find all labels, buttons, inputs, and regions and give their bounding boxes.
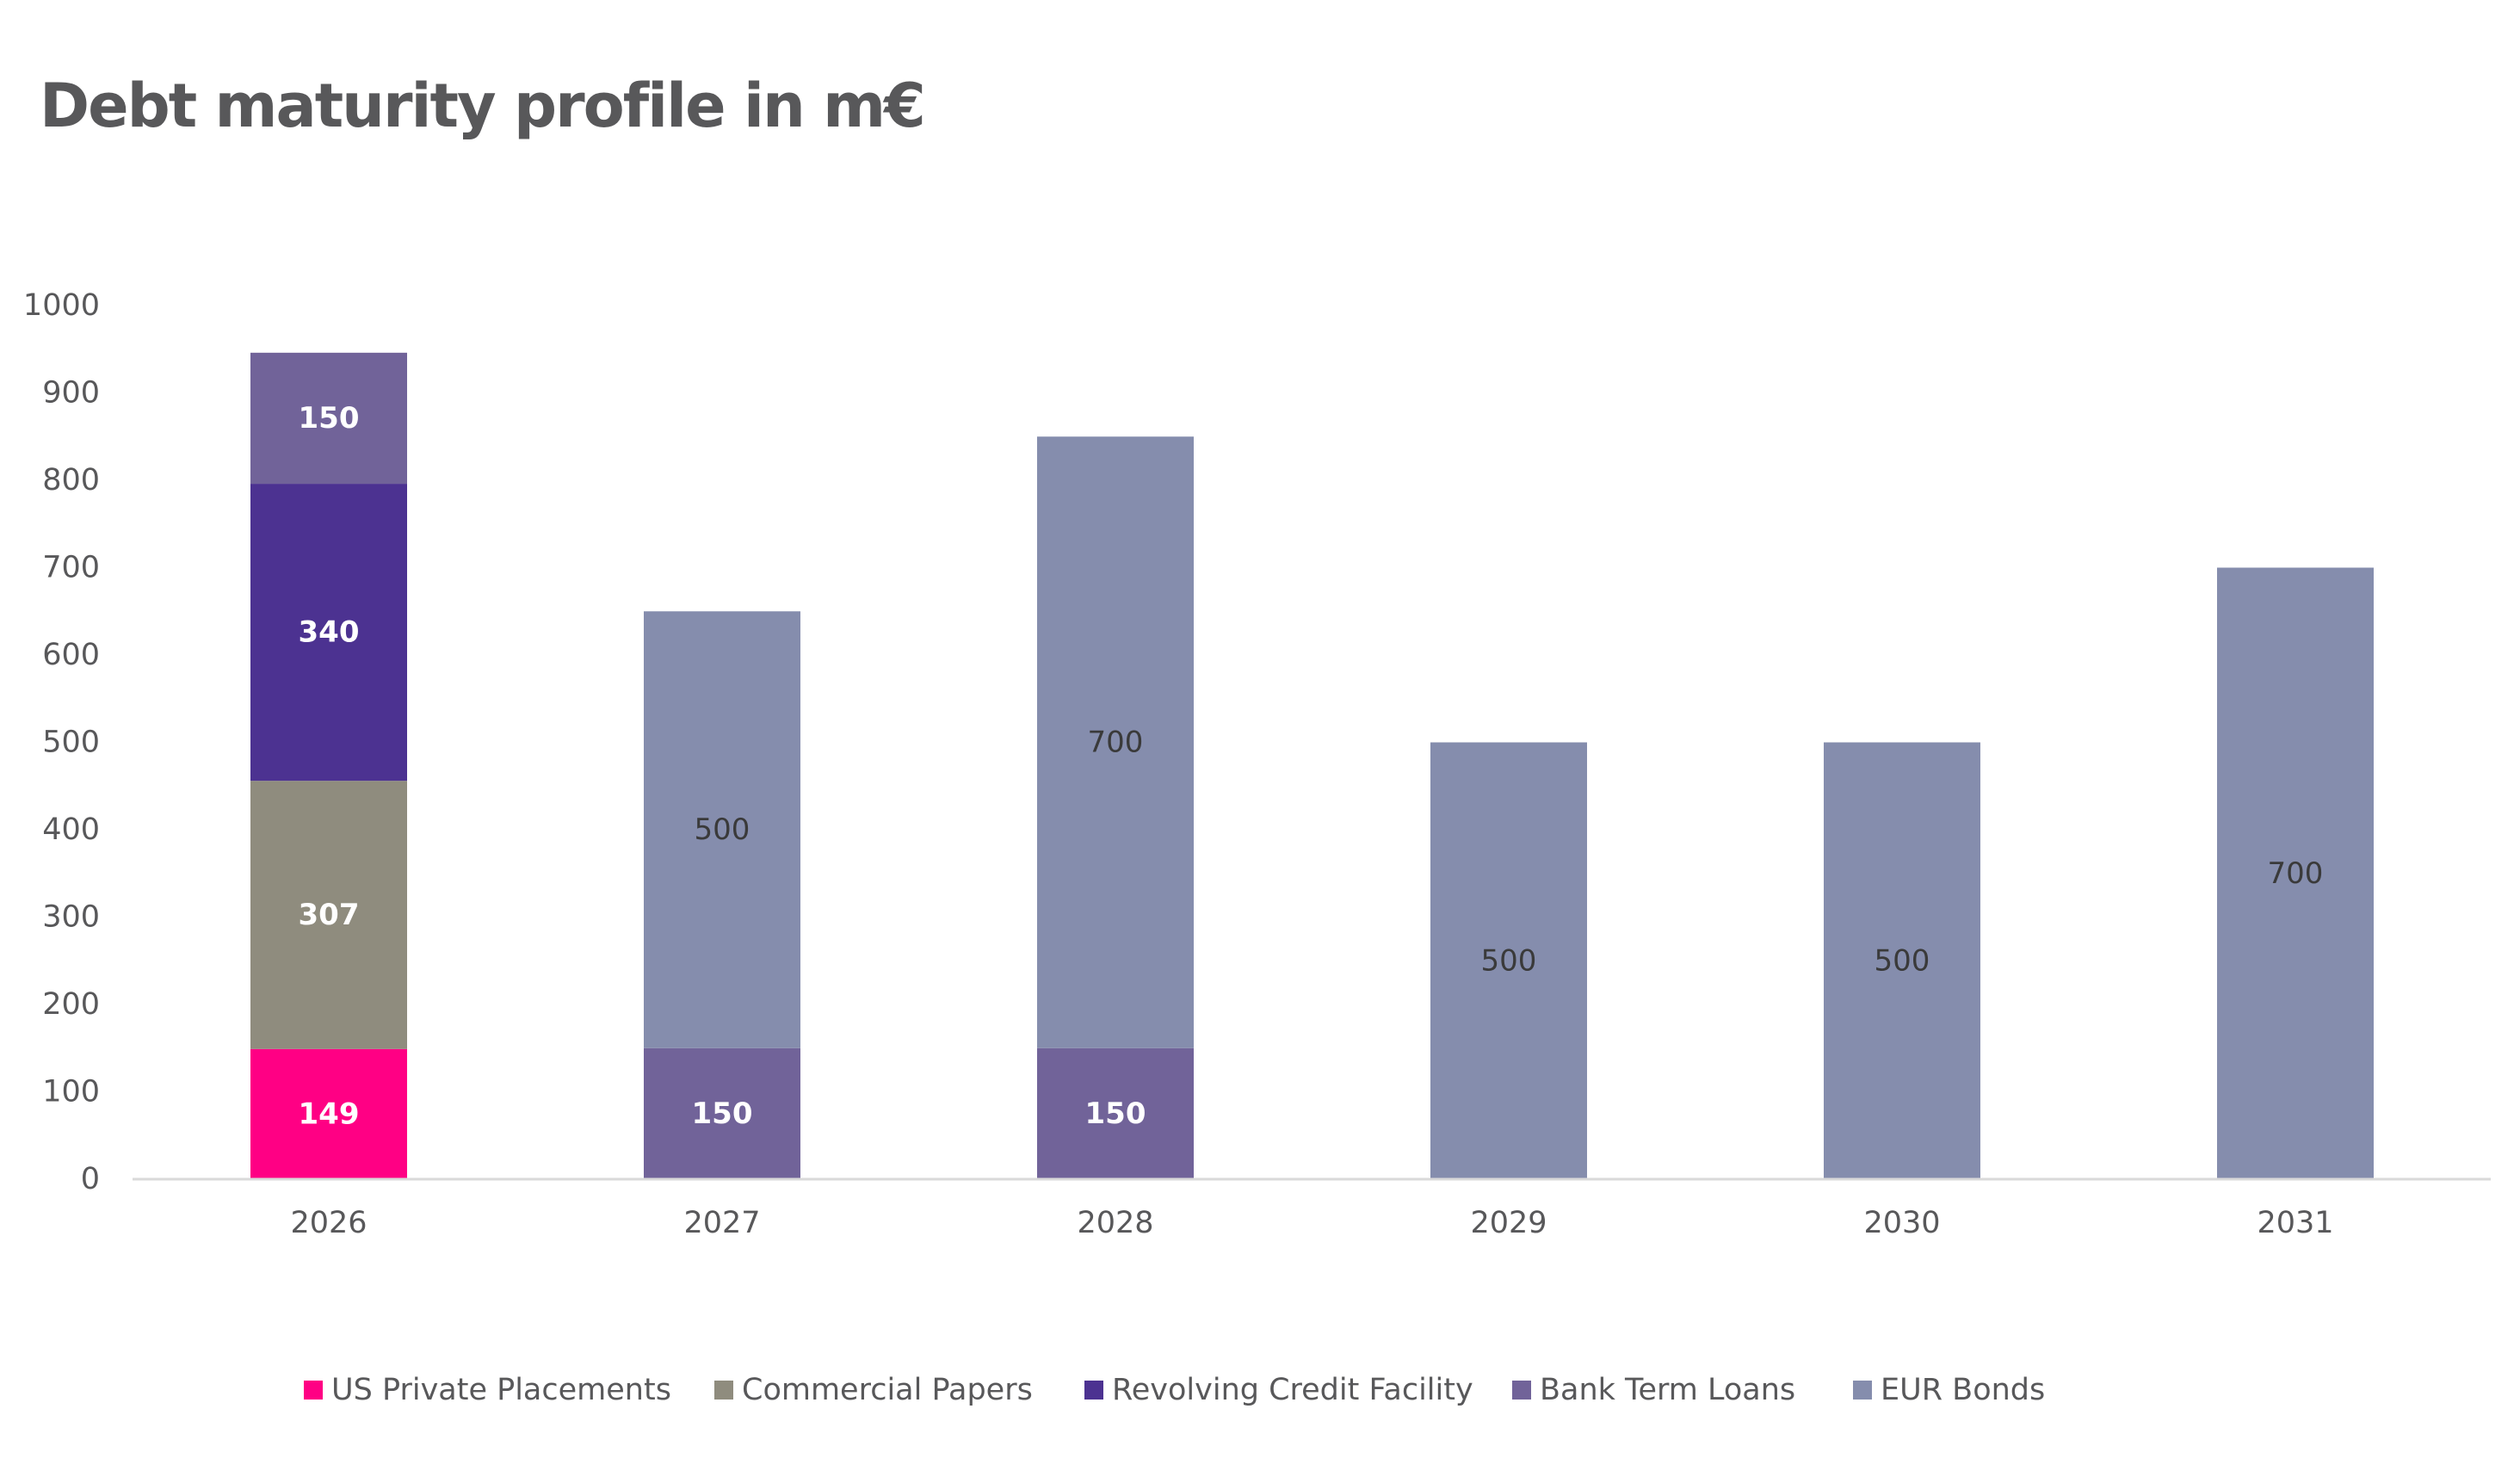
legend-label: Commercial Papers [742, 1373, 1033, 1407]
bar-segments [250, 352, 2374, 1179]
legend-label: US Private Placements [331, 1373, 671, 1407]
bar-segment [1824, 742, 1980, 1179]
legend-swatch [1512, 1381, 1531, 1400]
chart-title: Debt maturity profile in m€ [40, 71, 926, 141]
y-tick-label: 300 [42, 900, 100, 935]
bar-segment [250, 781, 407, 1049]
data-label: 150 [1085, 1097, 1146, 1131]
bar-segment [1430, 742, 1587, 1179]
data-label: 150 [692, 1097, 753, 1131]
x-tick-label: 2027 [683, 1206, 760, 1240]
x-tick-label: 2026 [290, 1206, 367, 1240]
data-label: 500 [695, 813, 750, 847]
y-axis-tick-labels: 0 100 200 300 400 500 600 700 800 900 1000 [23, 288, 100, 1196]
legend-swatch [1853, 1381, 1872, 1400]
bar-segment [1037, 436, 1194, 1048]
bar-segment [1037, 1047, 1194, 1179]
legend-swatch [1084, 1381, 1103, 1400]
x-tick-label: 2030 [1863, 1206, 1940, 1240]
y-tick-label: 900 [42, 376, 100, 411]
y-tick-label: 200 [42, 987, 100, 1022]
x-tick-label: 2028 [1077, 1206, 1153, 1240]
y-tick-label: 400 [42, 813, 100, 847]
y-tick-label: 700 [42, 551, 100, 585]
y-tick-label: 100 [42, 1075, 100, 1109]
x-tick-label: 2031 [2257, 1206, 2333, 1240]
bar-segment [250, 1048, 407, 1179]
data-label: 307 [299, 898, 360, 932]
data-label: 149 [299, 1097, 360, 1131]
legend-swatch [304, 1381, 323, 1400]
bar-segment [644, 1047, 800, 1179]
legend-label: Bank Term Loans [1540, 1373, 1795, 1407]
data-label: 700 [1088, 726, 1144, 760]
chart-legend: US Private Placements Commercial Papers Re… [304, 1373, 2045, 1407]
x-tick-label: 2029 [1470, 1206, 1547, 1240]
bar-segment [644, 611, 800, 1048]
y-tick-label: 800 [42, 463, 100, 497]
y-tick-label: 0 [81, 1162, 100, 1196]
legend-swatch [714, 1381, 733, 1400]
legend-label: Revolving Credit Facility [1112, 1373, 1473, 1407]
x-axis-tick-labels: 2026 2027 2028 2029 2030 2031 [290, 1206, 2333, 1240]
bar-segment [250, 484, 407, 782]
data-label: 340 [299, 615, 360, 650]
data-label: 500 [1875, 943, 1930, 978]
data-label: 700 [2268, 856, 2324, 891]
data-labels: 149 307 340 150 150 500 150 700 500 500 700 [299, 401, 2324, 1131]
y-tick-label: 1000 [23, 288, 100, 323]
data-label: 150 [299, 401, 360, 436]
bar-segment [250, 352, 407, 485]
y-tick-label: 600 [42, 638, 100, 672]
legend-label: EUR Bonds [1881, 1373, 2045, 1407]
y-tick-label: 500 [42, 726, 100, 760]
data-label: 500 [1481, 943, 1537, 978]
bar-segment [2217, 567, 2374, 1179]
